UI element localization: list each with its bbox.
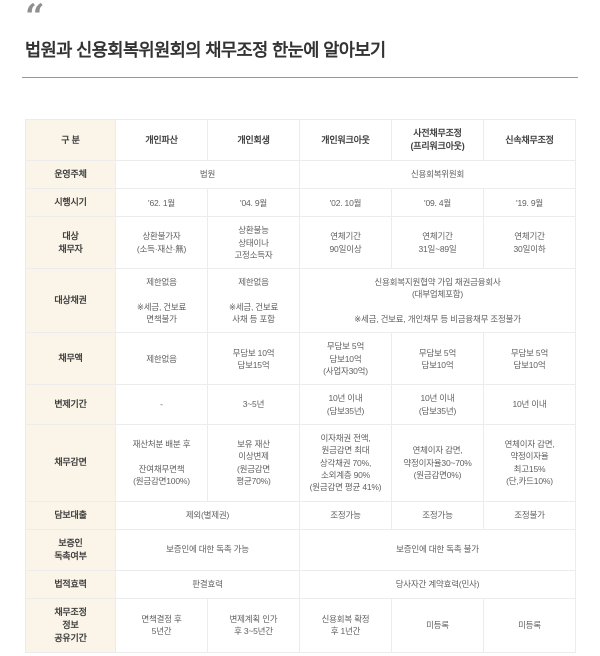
table-body: 운영주체 법원 신용회복위원회 시행시기 '62. 1월 '04. 9월 '02. 10월 '… [25, 160, 576, 653]
table-cell: '09. 4월 [391, 188, 484, 218]
column-header: 개인회생 [207, 118, 300, 162]
row-label: 채무조정 정보 공유기간 [25, 597, 116, 653]
quote-icon: “ [25, 0, 45, 37]
table-row: 시행시기 '62. 1월 '04. 9월 '02. 10월 '09. 4월 '19. 9월 [25, 188, 576, 218]
comparison-table: 구 분 개인파산 개인회생 개인워크아웃 사전채무조정 (프리워크아웃) 신속채무조정 운… [25, 118, 576, 653]
table-cell: 조정가능 [391, 500, 484, 530]
table-cell: 조정불가 [483, 500, 576, 530]
row-label: 시행시기 [25, 188, 116, 218]
table-cell: 제한없음 ※세금, 건보료 사채 등 포함 [207, 268, 300, 334]
divider [22, 77, 578, 78]
table-cell: 제한없음 ※세금, 건보료 면책불가 [115, 268, 208, 334]
table-header: 구 분 개인파산 개인회생 개인워크아웃 사전채무조정 (프리워크아웃) 신속채무조정 [25, 118, 576, 162]
table-row: 운영주체 법원 신용회복위원회 [25, 160, 576, 190]
table-cell: 보유 재산 이상변제 (원금감면 평균70%) [207, 423, 300, 502]
table-cell: 미등록 [483, 597, 576, 653]
table-cell: 제한없음 [115, 332, 208, 386]
table-cell: 보증인에 대한 독촉 가능 [115, 528, 300, 571]
table-row: 채무조정 정보 공유기간 면책결정 후 5년간 변제계획 인가 후 3~5년간 신용회… [25, 597, 576, 653]
table-row: 채무액 제한없음 무담보 10억 담보15억 무담보 5억 담보10억 (사업자30억… [25, 332, 576, 386]
row-label: 보증인 독촉여부 [25, 528, 116, 571]
table-cell: 10년 이내 (담보35년) [299, 384, 392, 425]
table-row: 대상 채무자 상환불가자 (소득·재산·無) 상환불능 상태이나 고정소득자 연체기간… [25, 216, 576, 270]
table-cell: 10년 이내 [483, 384, 576, 425]
column-header: 사전채무조정 (프리워크아웃) [391, 118, 484, 162]
table-row: 담보대출 제외(별제권) 조정가능 조정가능 조정불가 [25, 500, 576, 530]
table-row: 보증인 독촉여부 보증인에 대한 독촉 가능 보증인에 대한 독촉 불가 [25, 528, 576, 571]
table-cell: 신용회복위원회 [299, 160, 576, 190]
table-cell: '62. 1월 [115, 188, 208, 218]
table-cell: 연체기간 90일이상 [299, 216, 392, 270]
table-row: 채무감면 재산처분 배분 후 잔여채무면책 (원금감면100%) 보유 재산 이상변… [25, 423, 576, 502]
column-header: 개인파산 [115, 118, 208, 162]
table-cell: 신용회복지원협약 가입 채권금융회사 (대부업체포함) ※세금, 건보료, 개인… [299, 268, 576, 334]
table-cell: 판결효력 [115, 569, 300, 599]
row-label: 변제기간 [25, 384, 116, 425]
table-cell: '02. 10월 [299, 188, 392, 218]
table-cell: 무담보 5억 담보10억 (사업자30억) [299, 332, 392, 386]
column-header: 신속채무조정 [483, 118, 576, 162]
table-row: 변제기간 -3~5년 10년 이내 (담보35년) 10년 이내 (담보35년) 10년… [25, 384, 576, 425]
table-cell: 연체이자 감면, 약정이자율 최고15% (단,카드10%) [483, 423, 576, 502]
table-cell: 조정가능 [299, 500, 392, 530]
table-cell: 연체이자 감면, 약정이자율30~70% (원금감면0%) [391, 423, 484, 502]
table-cell: 무담보 5억 담보10억 [483, 332, 576, 386]
row-label: 대상 채무자 [25, 216, 116, 270]
page-title: 법원과 신용회복위원회의 채무조정 한눈에 알아보기 [25, 40, 386, 60]
table-cell: 제외(별제권) [115, 500, 300, 530]
table-cell: 당사자간 계약효력(민사) [299, 569, 576, 599]
row-label: 운영주체 [25, 160, 116, 190]
table-cell: 이자채권 전액, 원금감면 최대 상각채권 70%, 소외계층 90% (원금감… [299, 423, 392, 502]
table-cell: 상환불능 상태이나 고정소득자 [207, 216, 300, 270]
table-cell: 3~5년 [207, 384, 300, 425]
table-cell: '19. 9월 [483, 188, 576, 218]
row-label: 법적효력 [25, 569, 116, 599]
corner-header-cell: 구 분 [25, 118, 116, 162]
row-label: 대상채권 [25, 268, 116, 334]
table-cell: 10년 이내 (담보35년) [391, 384, 484, 425]
table-cell: 연체기간 31일~89일 [391, 216, 484, 270]
row-label: 채무액 [25, 332, 116, 386]
table-cell: 미등록 [391, 597, 484, 653]
table-cell: 연체기간 30일이하 [483, 216, 576, 270]
row-label: 담보대출 [25, 500, 116, 530]
table-cell: 무담보 10억 담보15억 [207, 332, 300, 386]
table-header-row: 구 분 개인파산 개인회생 개인워크아웃 사전채무조정 (프리워크아웃) 신속채무조정 [25, 118, 576, 162]
table-cell: 보증인에 대한 독촉 불가 [299, 528, 576, 571]
table-cell: 상환불가자 (소득·재산·無) [115, 216, 208, 270]
table-row: 법적효력 판결효력 당사자간 계약효력(민사) [25, 569, 576, 599]
column-header: 개인워크아웃 [299, 118, 392, 162]
table-cell: - [115, 384, 208, 425]
table-cell: 면책결정 후 5년간 [115, 597, 208, 653]
table-cell: '04. 9월 [207, 188, 300, 218]
table-cell: 재산처분 배분 후 잔여채무면책 (원금감면100%) [115, 423, 208, 502]
table-row: 대상채권 제한없음 ※세금, 건보료 면책불가 제한없음 ※세금, 건보료 사채 등… [25, 268, 576, 334]
table-cell: 변제계획 인가 후 3~5년간 [207, 597, 300, 653]
table-cell: 신용회복 확정 후 1년간 [299, 597, 392, 653]
table-cell: 무담보 5억 담보10억 [391, 332, 484, 386]
table-cell: 법원 [115, 160, 300, 190]
row-label: 채무감면 [25, 423, 116, 502]
